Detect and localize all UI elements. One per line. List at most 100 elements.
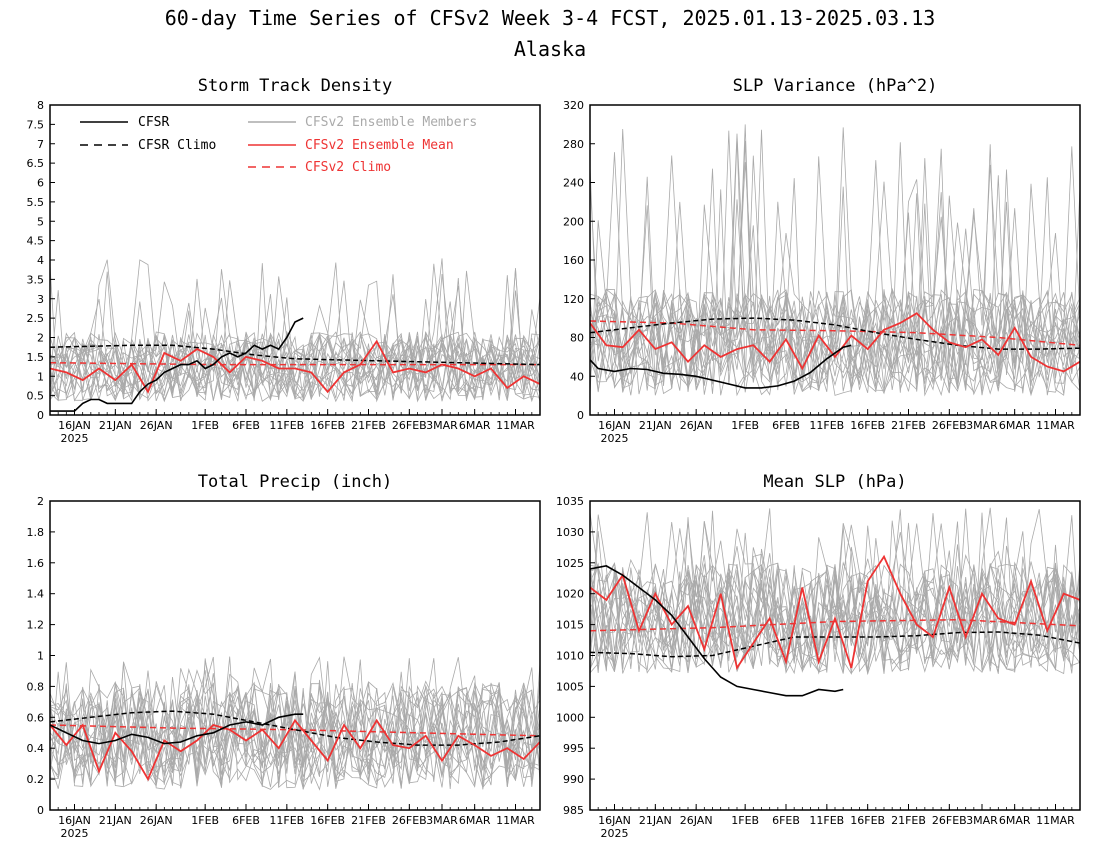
x-tick-label: 26FEB — [932, 814, 967, 827]
y-tick-label: 1 — [37, 650, 44, 663]
series-cfsr-climo — [50, 710, 540, 746]
series-ensemble-member-7 — [50, 268, 540, 402]
series-ensemble-member-20 — [590, 510, 1080, 674]
series-cfsr-climo — [590, 631, 1080, 658]
figure-title: 60-day Time Series of CFSv2 Week 3-4 FCS… — [165, 6, 936, 30]
x-tick-label: 21FEB — [891, 419, 926, 432]
x-tick-label: 26JAN — [680, 419, 713, 432]
y-tick-label: 985 — [563, 804, 584, 817]
y-tick-label: 1 — [37, 370, 44, 383]
series-ensemble-member-20 — [50, 670, 540, 789]
x-tick-label: 6MAR — [459, 814, 491, 827]
series-ensemble-member-14 — [50, 662, 540, 788]
series-ensemble-member-19 — [50, 270, 540, 403]
x-tick-label: 26JAN — [140, 419, 173, 432]
y-tick-label: 80 — [570, 332, 584, 345]
y-tick-label: 3.5 — [27, 273, 45, 286]
y-tick-label: 120 — [563, 293, 584, 306]
x-tick-label: 11FEB — [269, 814, 304, 827]
x-year-label: 2025 — [601, 827, 629, 840]
x-tick-label: 26JAN — [140, 814, 173, 827]
series-ensemble-member-17 — [50, 285, 540, 402]
y-tick-label: 1.2 — [27, 619, 45, 632]
x-tick-label: 21JAN — [99, 814, 132, 827]
series-cfsv2-climo — [50, 724, 540, 737]
x-tick-label: 16JAN — [598, 419, 631, 432]
legend-label-ensemble-mean: CFSv2 Ensemble Mean — [305, 138, 454, 153]
y-tick-label: 6 — [37, 177, 44, 190]
y-tick-label: 6.5 — [27, 157, 45, 170]
y-tick-label: 5 — [37, 215, 44, 228]
series-ensemble-member-15 — [50, 278, 540, 401]
panel-total-precip: Total Precip (inch) 0 0.2 0.4 0.6 0.8 1 1.2 1.4… — [27, 472, 541, 840]
y-tick-label: 2.5 — [27, 312, 45, 325]
series-cfsr — [590, 344, 852, 389]
x-year-label: 2025 — [61, 432, 89, 445]
y-tick-label: 0 — [577, 409, 584, 422]
x-tick-label: 16FEB — [310, 419, 345, 432]
y-tick-label: 0.8 — [27, 680, 45, 693]
series-cfsr-climo — [590, 317, 1080, 350]
plot-area-slp-variance — [590, 124, 1080, 397]
x-tick-label: 16FEB — [850, 814, 885, 827]
x-tick-label: 3MAR — [426, 419, 458, 432]
y-tick-label: 0 — [37, 804, 44, 817]
series-ensemble-member-19 — [50, 681, 540, 788]
x-tick-label: 21JAN — [639, 419, 672, 432]
y-tick-label: 8 — [37, 99, 44, 112]
series-ensemble-member-13 — [50, 671, 540, 788]
panel-title-slp-variance: SLP Variance (hPa^2) — [733, 76, 938, 96]
y-tick-label: 1.5 — [27, 351, 45, 364]
series-cfsr-climo — [50, 344, 540, 366]
y-tick-label: 2 — [37, 495, 44, 508]
x-tick-label: 11MAR — [1036, 419, 1075, 432]
series-ensemble-member-20 — [50, 262, 540, 398]
y-tick-label: 1005 — [556, 680, 584, 693]
x-tick-label: 6FEB — [772, 419, 800, 432]
series-ensemble-member-4 — [590, 144, 1080, 396]
legend: CFSR CFSR Climo CFSv2 Ensemble Members C… — [80, 115, 477, 175]
y-tick-label: 5.5 — [27, 196, 45, 209]
y-tick-label: 4.5 — [27, 235, 45, 248]
x-tick-label: 11MAR — [496, 419, 535, 432]
y-tick-label: 1025 — [556, 557, 584, 570]
series-cfsr — [590, 565, 844, 697]
x-tick-label: 3MAR — [426, 814, 458, 827]
legend-label-members: CFSv2 Ensemble Members — [305, 115, 477, 130]
y-tick-label: 1000 — [556, 711, 584, 724]
x-tick-label: 1FEB — [731, 814, 759, 827]
y-tick-label: 280 — [563, 138, 584, 151]
series-cfsr — [50, 713, 304, 745]
series-ensemble-member-16 — [50, 657, 540, 789]
x-tick-label: 6FEB — [232, 814, 260, 827]
series-ensemble-mean — [50, 718, 540, 782]
y-tick-label: 200 — [563, 215, 584, 228]
x-tick-label: 3MAR — [966, 814, 998, 827]
series-ensemble-member-9 — [50, 656, 540, 790]
y-tick-label: 7.5 — [27, 118, 45, 131]
x-tick-label: 26FEB — [392, 814, 427, 827]
plot-area-storm-track — [50, 258, 540, 412]
series-cfsv2-climo — [590, 618, 1080, 632]
x-tick-label: 26FEB — [392, 419, 427, 432]
series-ensemble-member-19 — [590, 127, 1080, 392]
y-tick-label: 240 — [563, 177, 584, 190]
panel-title-storm-track: Storm Track Density — [198, 76, 392, 96]
series-ensemble-member-19 — [590, 563, 1080, 675]
y-tick-label: 0.2 — [27, 773, 45, 786]
y-tick-label: 4 — [37, 254, 44, 267]
panel-slp-variance: SLP Variance (hPa^2) 0 40 80 120 160 200 240 28… — [563, 76, 1081, 445]
x-tick-label: 1FEB — [191, 419, 219, 432]
x-tick-label: 11MAR — [1036, 814, 1075, 827]
y-tick-label: 1.4 — [27, 588, 45, 601]
y-tick-label: 7 — [37, 138, 44, 151]
x-tick-label: 3MAR — [966, 419, 998, 432]
x-tick-label: 11FEB — [269, 419, 304, 432]
series-ensemble-member-10 — [590, 532, 1080, 673]
x-tick-label: 6MAR — [999, 419, 1031, 432]
legend-label-cfsv2-climo: CFSv2 Climo — [305, 160, 391, 175]
series-ensemble-member-17 — [590, 142, 1080, 396]
x-tick-label: 16FEB — [310, 814, 345, 827]
x-tick-label: 6FEB — [232, 419, 260, 432]
x-tick-label: 11FEB — [809, 814, 844, 827]
